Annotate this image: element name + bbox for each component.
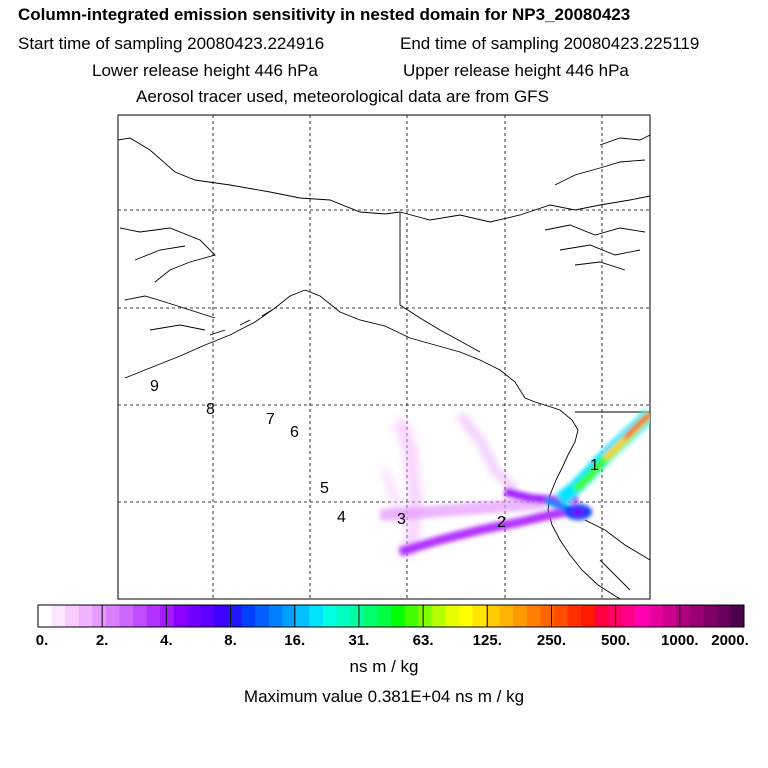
maximum-value-text: Maximum value 0.381E+04 ns m / kg [243, 687, 525, 706]
colorbar-swatch [418, 605, 433, 627]
colorbar-swatch [499, 605, 514, 627]
colorbar-swatch [336, 605, 351, 627]
colorbar-swatch [309, 605, 324, 627]
colorbar-border [37, 604, 745, 628]
colorbar-swatch [513, 605, 528, 627]
map-label: 8 [206, 401, 215, 418]
upper-release-height-text: Upper release height 446 hPa [403, 61, 629, 80]
colorbar-units: ns m / kg [349, 657, 419, 676]
emission-plume [379, 409, 650, 558]
colorbar-swatch [78, 605, 93, 627]
colorbar-swatch [119, 605, 134, 627]
colorbar-swatch [350, 605, 365, 627]
colorbar-swatch [703, 605, 718, 627]
end-time-text: End time of sampling 20080423.225119 [400, 34, 700, 53]
colorbar-tick-label: 1000. [661, 632, 699, 649]
colorbar-swatch [363, 605, 378, 627]
colorbar-swatch [187, 605, 202, 627]
map-label: 2 [497, 514, 506, 531]
colorbar-tick-label: 63. [412, 632, 434, 649]
colorbar-swatch [51, 605, 66, 627]
colorbar-swatch [540, 605, 555, 627]
colorbar-tick-label: 250. [536, 632, 567, 649]
colorbar-swatch [445, 605, 460, 627]
map-label: 1 [590, 457, 599, 474]
colorbar-swatch [282, 605, 297, 627]
colorbar-swatch [268, 605, 283, 627]
map-label: 7 [266, 411, 275, 428]
colorbar-swatch [662, 605, 677, 627]
colorbar-tick-label: 31. [348, 632, 370, 649]
map-frame [117, 114, 651, 600]
colorbar-tick-label: 2000. [711, 632, 749, 649]
start-time-text: Start time of sampling 20080423.224916 [18, 34, 325, 53]
tracer-info-text: Aerosol tracer used, meteorological data… [136, 87, 549, 106]
colorbar-swatch [567, 605, 582, 627]
colorbar-tick-label: 500. [601, 632, 631, 649]
colorbar-tick-label: 4. [160, 632, 173, 649]
colorbar-swatch [486, 605, 501, 627]
colorbar [37, 604, 745, 628]
colorbar-swatch [38, 605, 52, 627]
colorbar-swatch [689, 605, 704, 627]
colorbar-swatch [472, 605, 487, 627]
colorbar-swatch [581, 605, 596, 627]
colorbar-swatch [594, 605, 609, 627]
map-title: Column-integrated emission sensitivity i… [18, 5, 631, 24]
colorbar-swatch [323, 605, 338, 627]
colorbar-swatch [730, 605, 745, 627]
colorbar-swatch [133, 605, 148, 627]
colorbar-swatch [214, 605, 229, 627]
colorbar-swatch [105, 605, 120, 627]
colorbar-swatch [391, 605, 405, 627]
colorbar-swatch [173, 605, 188, 627]
map-label: 9 [150, 378, 159, 395]
colorbar-swatch [635, 605, 650, 627]
map-label: 3 [397, 511, 406, 528]
colorbar-swatch [553, 605, 568, 627]
colorbar-swatch [676, 605, 691, 627]
colorbar-swatch [716, 605, 731, 627]
colorbar-swatch [648, 605, 663, 627]
colorbar-tick-label: 8. [224, 632, 237, 649]
colorbar-swatch [92, 605, 107, 627]
colorbar-swatch [431, 605, 446, 627]
coastlines [118, 134, 650, 599]
colorbar-swatch [65, 605, 80, 627]
colorbar-tick-label: 0. [35, 632, 49, 649]
colorbar-swatch [200, 605, 215, 627]
colorbar-swatch [458, 605, 473, 627]
colorbar-tick-label: 16. [284, 632, 306, 649]
colorbar-swatch [255, 605, 270, 627]
colorbar-swatch [146, 605, 161, 627]
colorbar-swatch [295, 605, 310, 627]
colorbar-swatch [621, 605, 636, 627]
map-label: 4 [337, 509, 346, 526]
colorbar-swatch [228, 605, 243, 627]
colorbar-swatch [404, 605, 419, 627]
colorbar-swatch [526, 605, 541, 627]
colorbar-swatch [377, 605, 392, 627]
colorbar-tick-label: 2. [95, 632, 109, 649]
map-label: 6 [290, 424, 299, 441]
lower-release-height-text: Lower release height 446 hPa [92, 61, 318, 80]
colorbar-swatch [160, 605, 175, 627]
map-label: 5 [320, 480, 329, 497]
colorbar-tick-label: 125. [472, 632, 502, 649]
colorbar-swatch [241, 605, 256, 627]
